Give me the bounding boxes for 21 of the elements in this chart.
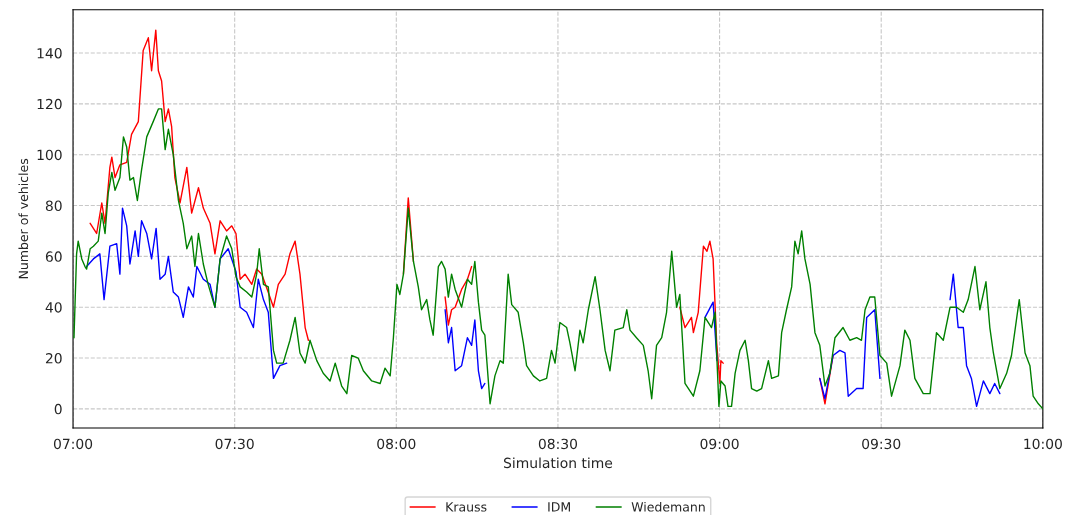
legend-label: Wiedemann xyxy=(631,501,705,512)
y-tick-label: 40 xyxy=(45,302,62,313)
x-tick-label: 08:00 xyxy=(377,438,416,450)
legend-label: Krauss xyxy=(446,502,487,512)
y-tick-label: 0 xyxy=(54,403,62,415)
line-series xyxy=(73,108,1043,410)
x-tick-label: 07:30 xyxy=(215,438,254,450)
y-tick-label: 100 xyxy=(37,149,62,161)
legend-label: IDM xyxy=(548,502,570,512)
y-tick-label: 20 xyxy=(45,353,62,364)
x-tick-label: 10:00 xyxy=(1024,438,1062,450)
x-tick-label: 07:00 xyxy=(53,438,93,450)
y-tick-label: 120 xyxy=(37,98,62,110)
y-tick-label: 60 xyxy=(45,251,62,262)
x-tick-label: 09:00 xyxy=(700,438,739,450)
x-axis-title: Simulation time xyxy=(503,457,613,469)
y-axis-title: Number of vehicles xyxy=(18,158,29,279)
y-tick-label: 80 xyxy=(45,200,62,211)
y-tick-label: 140 xyxy=(37,47,62,59)
x-tick-label: 08:30 xyxy=(538,438,578,450)
x-tick-label: 09:30 xyxy=(862,438,901,450)
